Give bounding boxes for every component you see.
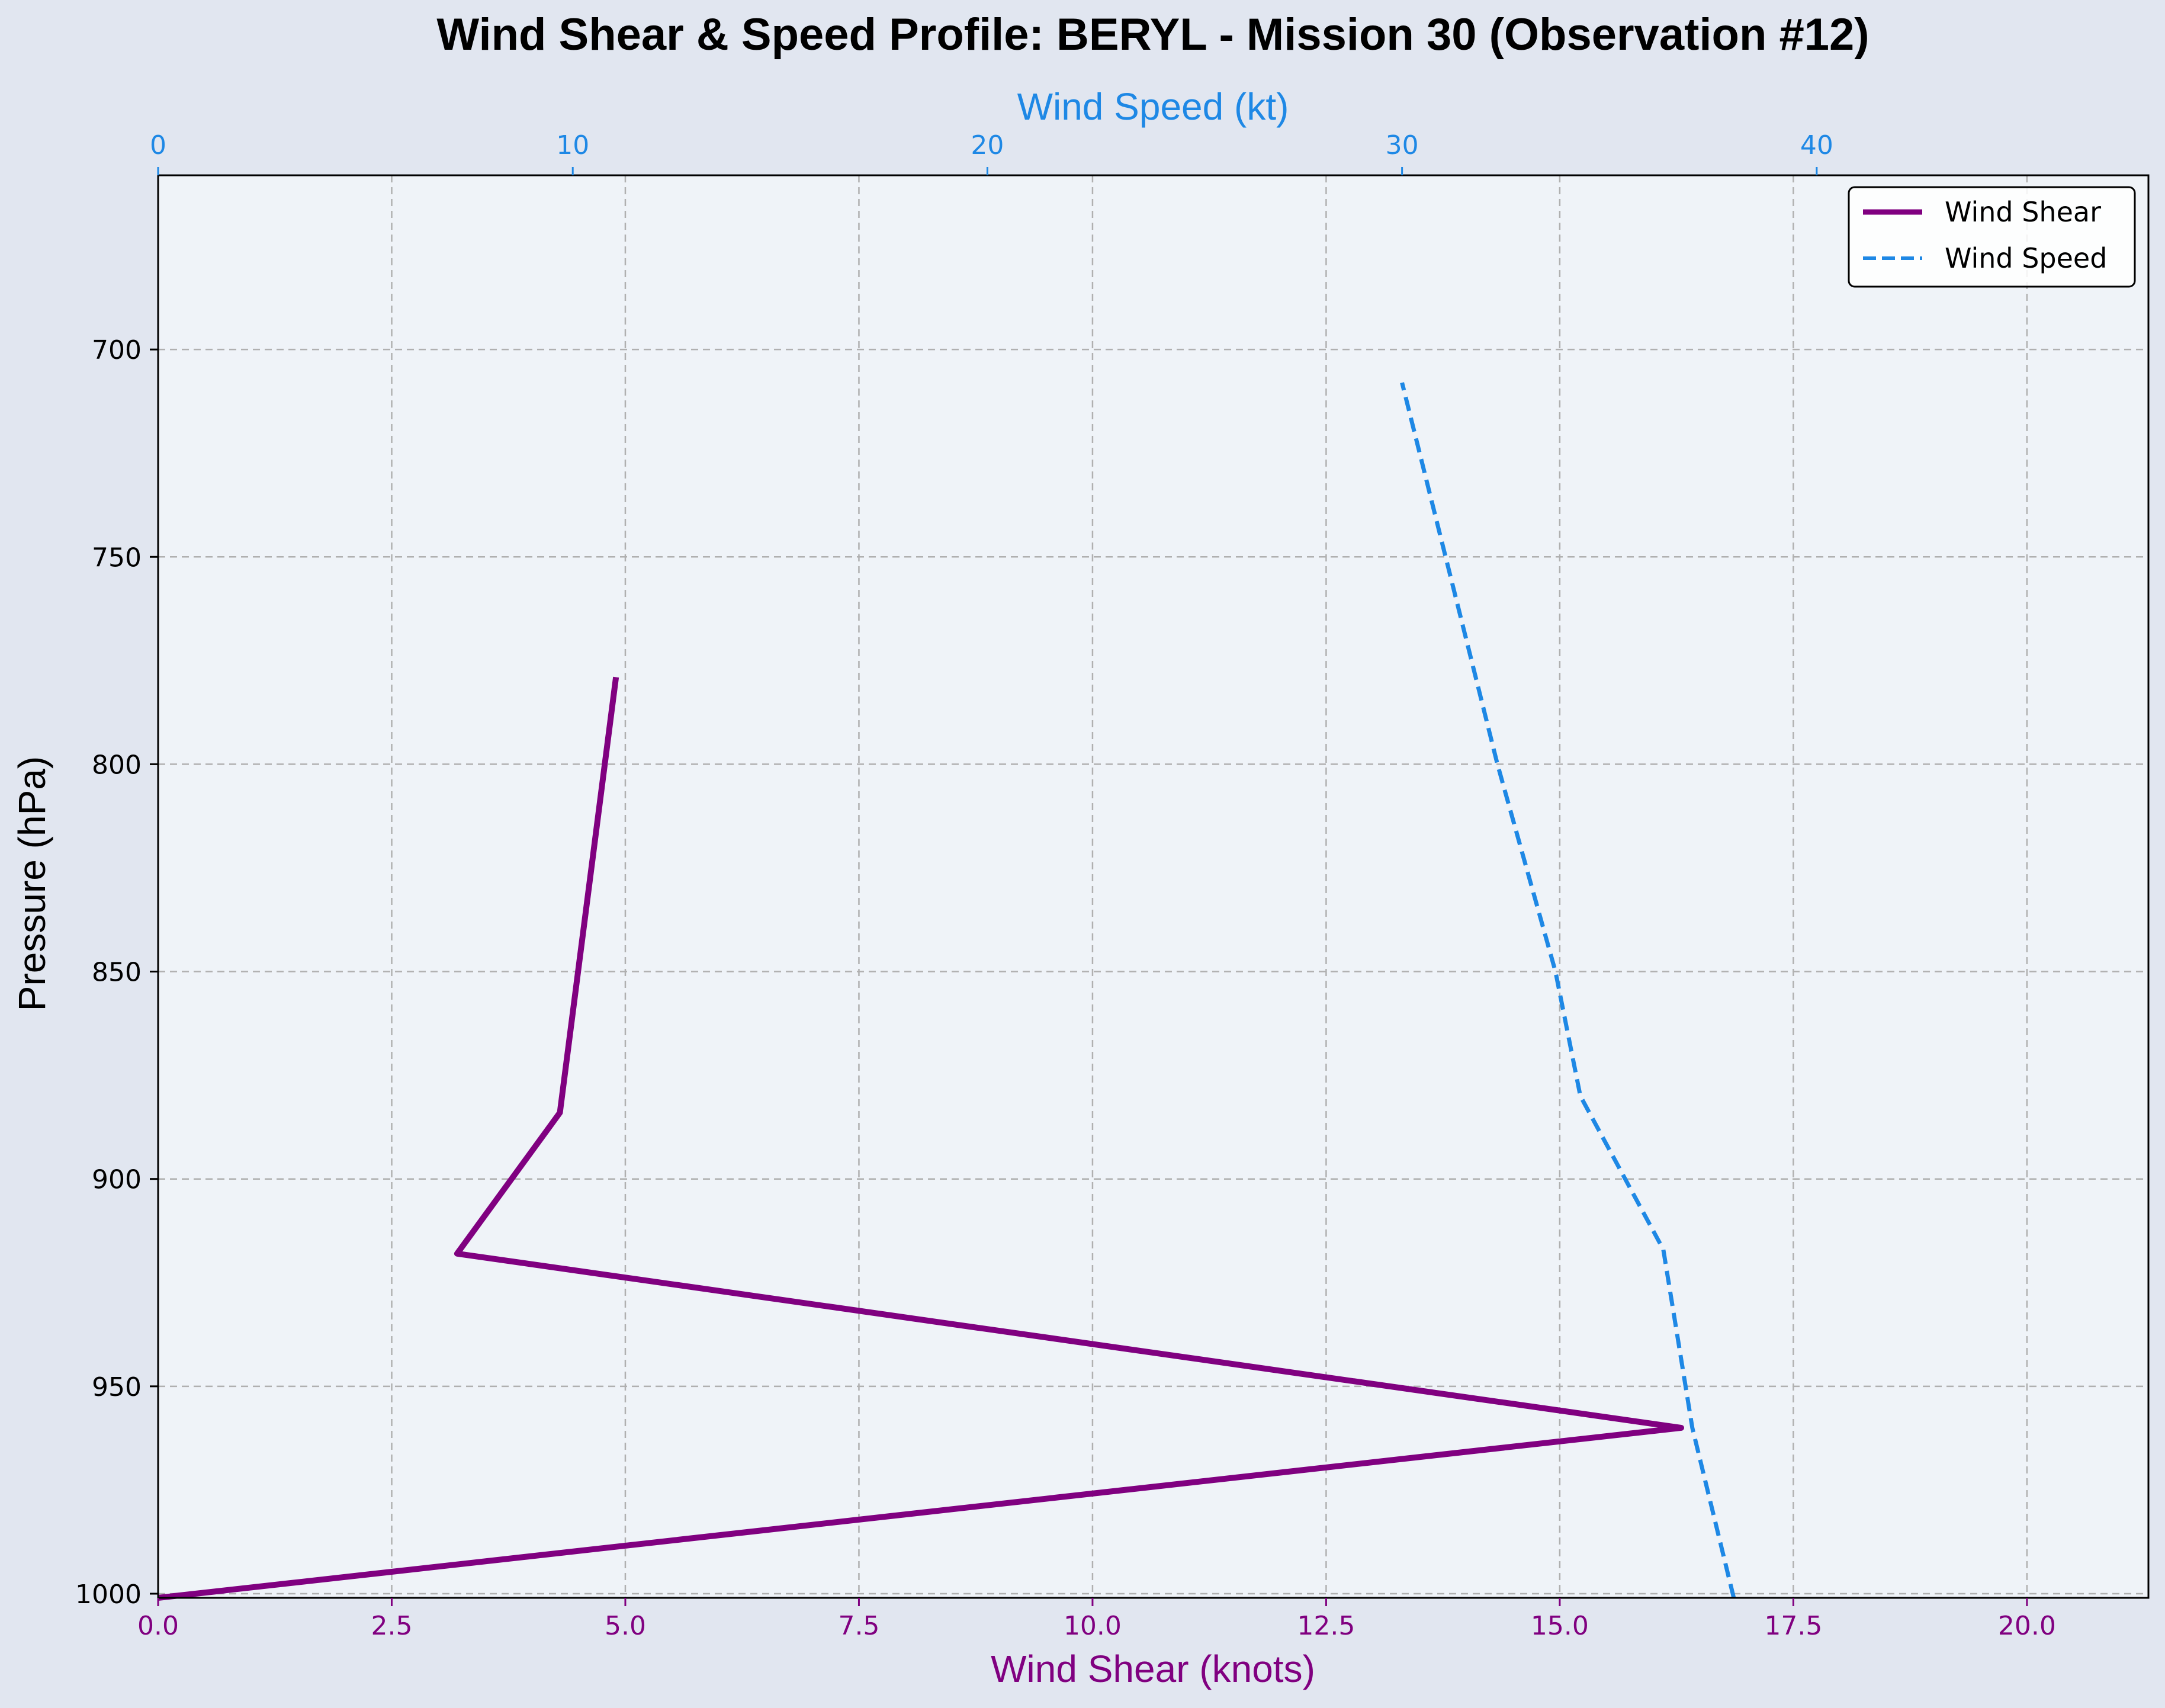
x2-tick-label: 40 (1800, 130, 1833, 160)
x2-tick-label: 0 (150, 130, 166, 160)
chart-title: Wind Shear & Speed Profile: BERYL - Miss… (436, 9, 1869, 60)
x2-tick-label: 10 (556, 130, 589, 160)
x-tick-label: 12.5 (1297, 1611, 1355, 1641)
series-line-wind-shear (158, 676, 1684, 1601)
x-tick-label: 0.0 (137, 1611, 179, 1641)
y-tick-label: 1000 (75, 1579, 142, 1610)
series-layer (158, 382, 1736, 1601)
plot-area (158, 175, 2148, 1598)
legend: Wind Shear Wind Speed (1848, 186, 2136, 288)
x-tick-label: 2.5 (371, 1611, 412, 1641)
x-axis-label: Wind Shear (knots) (991, 1648, 1315, 1690)
y-tick-label: 800 (92, 750, 142, 780)
x-tick-label: 15.0 (1531, 1611, 1589, 1641)
x2-tick-label: 20 (971, 130, 1004, 160)
y-tick-label: 950 (92, 1372, 142, 1402)
x-tick-label: 5.0 (605, 1611, 646, 1641)
plot-frame (157, 174, 2150, 1599)
y-tick-label: 850 (92, 958, 142, 988)
x-axis-bottom: 0.0 2.5 5.0 7.5 10.0 12.5 15.0 17.5 20.0 (137, 1598, 2056, 1641)
y-axis-label: Pressure (hPa) (11, 756, 53, 1011)
y-axis-left: 700 750 800 850 900 950 1000 (75, 335, 158, 1610)
legend-label-wind-shear: Wind Shear (1945, 196, 2101, 228)
x2-axis-label: Wind Speed (kt) (1017, 85, 1289, 128)
y-tick-label: 900 (92, 1165, 142, 1195)
x2-tick-label: 30 (1386, 130, 1419, 160)
legend-label-wind-speed: Wind Speed (1945, 242, 2107, 274)
x-tick-label: 20.0 (1998, 1611, 2056, 1641)
x-tick-label: 7.5 (838, 1611, 879, 1641)
x-tick-label: 10.0 (1064, 1611, 1122, 1641)
series-line-wind-speed (1400, 382, 1736, 1598)
grid (157, 175, 2148, 1598)
y-tick-label: 700 (92, 335, 142, 365)
x-tick-label: 17.5 (1764, 1611, 1822, 1641)
y-tick-label: 750 (92, 542, 142, 573)
x-axis-top: 0 10 20 30 40 (150, 130, 1833, 175)
